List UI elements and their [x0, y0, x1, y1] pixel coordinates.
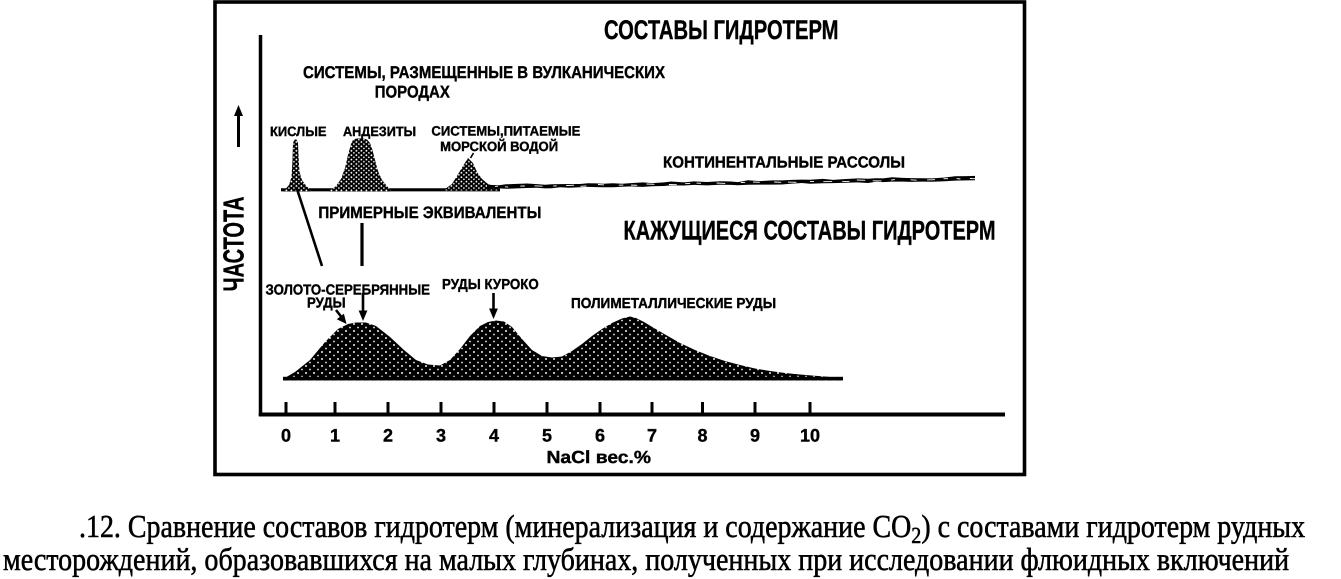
svg-text:МОРСКОЙ ВОДОЙ: МОРСКОЙ ВОДОЙ [440, 138, 558, 154]
svg-text:месторождений, образовавшихся: месторождений, образовавшихся на малых г… [3, 541, 1289, 577]
svg-text:ЗОЛОТО-СЕРЕБРЯННЫЕ: ЗОЛОТО-СЕРЕБРЯННЫЕ [266, 283, 431, 299]
svg-text:ЧАСТОТА: ЧАСТОТА [219, 196, 251, 291]
svg-text:1: 1 [330, 426, 340, 446]
svg-text:NaCl вес.%: NaCl вес.% [547, 447, 652, 467]
svg-text:4: 4 [489, 426, 499, 446]
svg-text:7: 7 [647, 426, 657, 446]
svg-text:ПРИМЕРНЫЕ ЭКВИВАЛЕНТЫ: ПРИМЕРНЫЕ ЭКВИВАЛЕНТЫ [318, 204, 541, 222]
svg-text:2: 2 [383, 426, 393, 446]
svg-text:ПОЛИМЕТАЛЛИЧЕСКИЕ РУДЫ: ПОЛИМЕТАЛЛИЧЕСКИЕ РУДЫ [571, 296, 776, 312]
svg-text:СИСТЕМЫ, РАЗМЕЩЕННЫЕ В ВУЛКАНИ: СИСТЕМЫ, РАЗМЕЩЕННЫЕ В ВУЛКАНИЧЕСКИХ [303, 63, 666, 82]
svg-text:0: 0 [281, 426, 291, 446]
svg-text:АНДЕЗИТЫ: АНДЕЗИТЫ [343, 124, 416, 139]
svg-text:ПОРОДАХ: ПОРОДАХ [375, 82, 451, 101]
svg-text:КОНТИНЕНТАЛЬНЫЕ РАССОЛЫ: КОНТИНЕНТАЛЬНЫЕ РАССОЛЫ [663, 155, 905, 172]
svg-text:3: 3 [436, 426, 446, 446]
svg-text:9: 9 [750, 426, 760, 446]
svg-text:СОСТАВЫ ГИДРОТЕРМ: СОСТАВЫ ГИДРОТЕРМ [604, 15, 839, 45]
svg-text:КИСЛЫЕ: КИСЛЫЕ [270, 124, 327, 139]
svg-text:.12. Сравнение составов гидрот: .12. Сравнение составов гидротерм (минер… [79, 508, 1305, 548]
svg-text:РУДЫ: РУДЫ [307, 296, 346, 312]
svg-text:8: 8 [697, 426, 707, 446]
svg-text:КАЖУЩИЕСЯ СОСТАВЫ ГИДРОТЕРМ: КАЖУЩИЕСЯ СОСТАВЫ ГИДРОТЕРМ [624, 216, 996, 246]
svg-text:10: 10 [800, 426, 820, 446]
svg-text:РУДЫ КУРОКО: РУДЫ КУРОКО [442, 277, 539, 293]
svg-text:5: 5 [542, 426, 552, 446]
svg-text:6: 6 [595, 426, 605, 446]
svg-text:СИСТЕМЫ,ПИТАЕМЫЕ: СИСТЕМЫ,ПИТАЕМЫЕ [431, 124, 580, 139]
